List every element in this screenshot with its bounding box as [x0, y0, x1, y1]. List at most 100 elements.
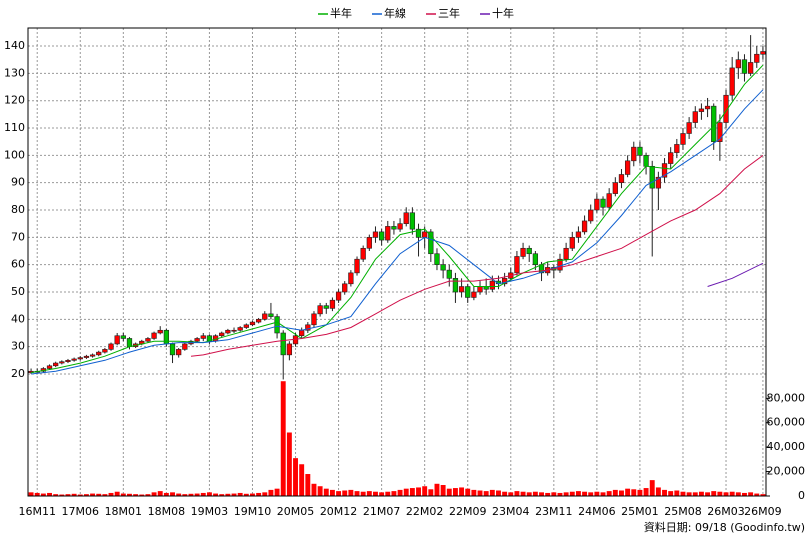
volume-bar — [188, 493, 194, 496]
candle-body — [255, 319, 262, 323]
candle-body — [323, 305, 329, 309]
volume-bar — [625, 488, 631, 496]
volume-bar — [65, 494, 71, 496]
volume-bar — [649, 480, 655, 496]
volume-bar — [422, 486, 428, 496]
volume-bar — [231, 493, 237, 496]
y2-tick-label: 20,000 — [767, 465, 806, 478]
candle-body — [704, 105, 711, 110]
candle-body — [108, 343, 114, 350]
legend-label: 半年 — [330, 6, 352, 20]
candle-body — [299, 329, 305, 337]
volume-bar — [182, 494, 188, 496]
volume-bar — [219, 494, 225, 496]
candle-body — [385, 226, 391, 241]
volume-bar — [483, 491, 489, 496]
y-tick-label: 120 — [4, 94, 25, 107]
candle-body — [169, 343, 176, 356]
volume-bar — [526, 492, 532, 496]
candle-body — [514, 256, 520, 274]
candle-body — [649, 165, 655, 189]
candle-body — [335, 291, 342, 301]
candle-body — [422, 231, 428, 238]
volume-bar — [108, 492, 114, 496]
y2-tick-label: 60,000 — [767, 416, 806, 429]
volume-bar — [520, 491, 526, 496]
candle-body — [348, 272, 354, 285]
volume-bar — [705, 492, 711, 496]
volume-bar — [336, 491, 342, 496]
candle-body — [631, 146, 637, 162]
x-tick-label: 26M09 — [744, 505, 782, 518]
volume-bar — [729, 491, 735, 496]
volume-bar — [551, 492, 557, 496]
volume-bar — [379, 492, 385, 496]
candle-body — [378, 231, 385, 241]
volume-bar — [200, 492, 206, 496]
candle-body — [446, 269, 452, 279]
x-tick-label: 22M02 — [406, 505, 444, 518]
x-tick-label: 19M03 — [191, 505, 229, 518]
candle-body — [588, 209, 594, 222]
candle-body — [126, 338, 133, 347]
candle-body — [329, 299, 336, 309]
y2-tick-label: 0 — [798, 489, 805, 502]
candle-body — [237, 327, 243, 331]
source-note: 資料日期: 09/18 (Goodinfo.tw) — [644, 520, 805, 534]
volume-bar — [416, 487, 421, 496]
candle-body — [526, 247, 532, 255]
x-tick-label: 22M09 — [449, 505, 487, 518]
plot-area — [28, 28, 766, 496]
volume-bar — [206, 492, 212, 496]
candle-body — [151, 332, 157, 339]
volume-bar — [243, 493, 249, 496]
candle-body — [692, 111, 698, 123]
candle-body — [440, 264, 446, 271]
volume-bar — [600, 492, 606, 496]
volume-bar — [293, 458, 298, 496]
candle-body — [225, 329, 231, 334]
volume-bar — [397, 489, 403, 496]
volume-bar — [329, 489, 335, 496]
candle-body — [643, 155, 649, 167]
candle-body — [120, 335, 126, 339]
volume-bar — [545, 492, 551, 496]
candle-body — [280, 332, 286, 356]
candle-body — [65, 360, 71, 362]
volume-bar — [342, 490, 348, 496]
candle-body — [200, 335, 206, 339]
candle-body — [489, 280, 495, 290]
volume-bar — [225, 493, 231, 496]
candle-body — [360, 247, 366, 260]
volume-bar — [471, 489, 477, 496]
volume-bar — [256, 492, 262, 496]
volume-bar — [643, 488, 649, 496]
candle-body — [600, 198, 606, 208]
candle-body — [465, 286, 471, 298]
candle-body — [46, 365, 53, 369]
volume-bar — [619, 490, 624, 496]
volume-bar — [594, 491, 600, 496]
x-tick-label: 23M11 — [535, 505, 573, 518]
volume-bar — [366, 491, 372, 496]
candle-body — [268, 313, 274, 317]
y2-tick-label: 80,000 — [767, 391, 806, 404]
candle-body — [569, 237, 575, 249]
volume-bar — [742, 492, 747, 496]
candle-body — [59, 361, 65, 364]
volume-bar — [83, 494, 89, 496]
candle-body — [71, 358, 77, 361]
candle-body — [274, 316, 280, 334]
x-tick-label: 25M01 — [621, 505, 659, 518]
x-tick-label: 20M05 — [277, 505, 315, 518]
volume-bar — [514, 491, 520, 496]
volume-bar — [760, 494, 766, 496]
candle-body — [409, 212, 416, 230]
candle-body — [354, 258, 360, 274]
candle-body — [403, 212, 409, 224]
x-tick-label: 17M06 — [62, 505, 100, 518]
volume-bar — [477, 490, 483, 496]
y-tick-label: 60 — [11, 258, 25, 271]
volume-bar — [434, 483, 440, 496]
volume-bar — [157, 491, 163, 496]
